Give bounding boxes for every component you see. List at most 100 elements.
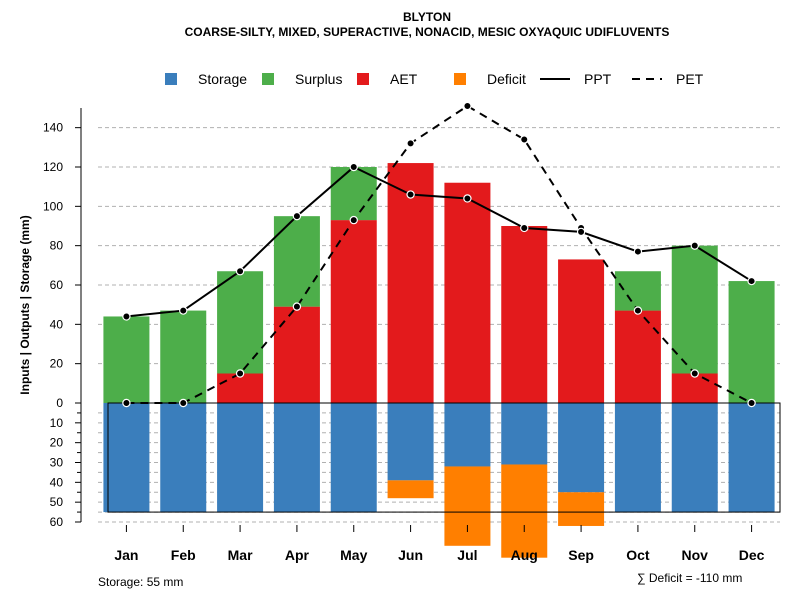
- ppt-point-nov: [690, 241, 699, 250]
- storage-bar-sep: [558, 403, 605, 493]
- y-tick-label: 120: [43, 160, 63, 174]
- ppt-point-apr: [292, 211, 302, 221]
- storage-bar-jun: [387, 403, 434, 481]
- legend-swatch-aet: [357, 73, 369, 85]
- legend-label: PPT: [584, 71, 612, 87]
- y-tick-label: 100: [43, 199, 63, 213]
- storage-bar-oct: [614, 403, 661, 513]
- deficit-bar-sep: [558, 492, 605, 526]
- storage-bar-mar: [217, 403, 264, 513]
- legend-label: AET: [390, 71, 418, 87]
- pet-line: [126, 104, 753, 404]
- aet-bar-oct: [614, 310, 661, 403]
- y-tick-label: 80: [50, 239, 64, 253]
- aet-bar-nov: [671, 373, 718, 403]
- storage-bar-jan: [103, 403, 150, 513]
- ppt-point-may: [349, 162, 358, 172]
- surplus-bar-mar: [217, 271, 264, 374]
- storage-bar-aug: [501, 403, 548, 465]
- aet-bar-mar: [217, 373, 264, 403]
- legend-item-aet: AET: [357, 71, 418, 87]
- ppt-point-jan: [122, 312, 131, 321]
- legend-label: Deficit: [487, 71, 526, 87]
- storage-bar-may: [330, 403, 377, 513]
- pet-point-feb: [179, 398, 188, 408]
- ppt-point-aug: [520, 223, 529, 233]
- ppt-point-oct: [633, 247, 643, 256]
- ppt-point-dec: [747, 276, 756, 286]
- aet-bar-apr: [273, 306, 320, 403]
- ppt-point-feb: [179, 306, 188, 315]
- x-tick-label: Sep: [568, 547, 594, 563]
- y-tick-label: 20: [50, 357, 64, 371]
- ppt-point-sep: [576, 227, 586, 237]
- aet-bar-may: [330, 220, 377, 403]
- ppt-line: [126, 165, 753, 318]
- x-tick-label: May: [340, 547, 367, 563]
- surplus-bar-feb: [160, 310, 207, 403]
- x-tick-label: Dec: [739, 547, 765, 563]
- chart-title: BLYTON: [403, 10, 451, 24]
- surplus-bar-may: [330, 166, 377, 221]
- storage-note: Storage: 55 mm: [98, 575, 183, 589]
- pet-point-dec: [747, 398, 756, 408]
- legend-label: PET: [676, 71, 704, 87]
- aet-bar-jul: [444, 182, 491, 403]
- legend-swatch-storage: [165, 73, 177, 85]
- pet-point-nov: [690, 369, 699, 378]
- x-tick-label: Aug: [511, 547, 538, 563]
- ppt-point-jun: [406, 190, 415, 199]
- legend-item-surplus: Surplus: [262, 71, 342, 87]
- x-tick-label: Jan: [114, 547, 138, 563]
- storage-bar-feb: [160, 403, 207, 513]
- surplus-bar-apr: [273, 216, 320, 307]
- legend-item-ppt: PPT: [540, 71, 612, 87]
- x-tick-label: Mar: [228, 547, 253, 563]
- ppt-point-mar: [235, 267, 245, 276]
- aet-bar-aug: [501, 225, 548, 403]
- pet-point-jul: [463, 101, 472, 111]
- bars: [103, 163, 781, 558]
- aet-bar-sep: [558, 259, 605, 403]
- surplus-bar-nov: [671, 245, 718, 374]
- y-tick-label-lower: 40: [50, 475, 64, 489]
- surplus-bar-dec: [728, 281, 775, 403]
- storage-bar-nov: [671, 403, 718, 513]
- chart-subtitle: COARSE-SILTY, MIXED, SUPERACTIVE, NONACI…: [185, 25, 670, 39]
- pet-point-apr: [292, 302, 302, 311]
- pet-point-aug: [520, 135, 529, 144]
- y-tick-label-lower: 30: [50, 455, 64, 469]
- x-tick-label: Nov: [682, 547, 709, 563]
- deficit-bar-jun: [387, 480, 434, 499]
- surplus-bar-oct: [614, 271, 661, 311]
- axes: 0 20 40 60 80 100 120 140 10 20 30 40 50 60 Jan Feb Mar A…: [43, 107, 765, 563]
- pet-point-mar: [235, 369, 245, 378]
- legend-item-pet: PET: [632, 71, 704, 87]
- storage-bar-apr: [273, 403, 320, 513]
- pet-point-jun: [406, 139, 415, 148]
- y-tick-label: 40: [50, 317, 64, 331]
- y-tick-label: 140: [43, 121, 63, 135]
- surplus-bar-jan: [103, 316, 150, 403]
- deficit-note: ∑ Deficit = -110 mm: [637, 571, 742, 585]
- x-tick-label: Apr: [285, 547, 310, 563]
- y-tick-label: 60: [50, 278, 64, 292]
- series-lines: [122, 101, 756, 408]
- storage-bar-dec: [728, 403, 775, 513]
- legend-item-storage: Storage: [165, 71, 247, 87]
- aet-bar-jun: [387, 163, 434, 403]
- legend-item-deficit: Deficit: [454, 71, 526, 87]
- pet-point-may: [349, 215, 358, 225]
- x-tick-label: Jul: [457, 547, 477, 563]
- y-tick-label: 0: [56, 396, 63, 410]
- legend-label: Storage: [198, 71, 247, 87]
- pet-point-oct: [633, 306, 643, 315]
- deficit-bar-jul: [444, 466, 491, 546]
- storage-bar-jul: [444, 403, 491, 467]
- y-tick-label-lower: 60: [50, 515, 64, 529]
- ppt-point-jul: [463, 194, 472, 203]
- x-tick-label: Feb: [171, 547, 196, 563]
- y-axis-label: Inputs | Outputs | Storage (mm): [18, 215, 32, 394]
- legend-swatch-deficit: [454, 73, 466, 85]
